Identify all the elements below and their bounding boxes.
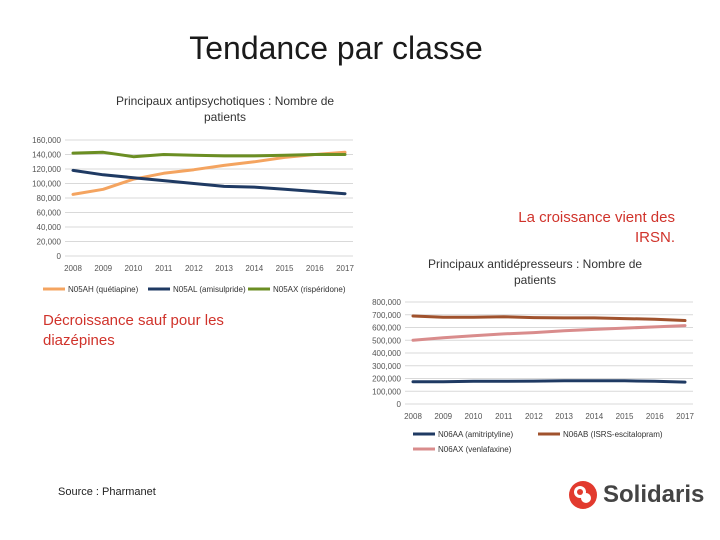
series-line [71,150,347,196]
y-tick-label: 20,000 [37,238,62,247]
x-tick-label: 2014 [245,264,263,273]
x-tick-label: 2013 [215,264,233,273]
solidaris-logo-icon [569,481,597,509]
x-tick-label: 2013 [555,412,573,421]
series-line [411,324,687,342]
y-tick-label: 500,000 [372,336,401,345]
slide-title: Tendance par classe [189,30,483,66]
y-tick-label: 100,000 [372,387,401,396]
source-label: Source : Pharmanet [58,486,156,498]
solidaris-logo: Solidaris [567,478,704,512]
y-tick-label: 160,000 [32,136,61,145]
x-tick-label: 2015 [276,264,294,273]
chart2-title: Principaux antidépresseurs : Nombre de p… [427,257,643,287]
y-tick-label: 600,000 [372,324,401,333]
x-tick-label: 2011 [155,264,173,273]
x-tick-label: 2012 [525,412,543,421]
legend-label: N06AA (amitriptyline) [438,430,513,439]
y-tick-label: 800,000 [372,298,401,307]
x-tick-label: 2012 [185,264,203,273]
y-tick-label: 100,000 [32,180,61,189]
legend-label: N05AX (rispéridone) [273,285,346,294]
x-tick-label: 2009 [94,264,112,273]
legend-label: N05AH (quétiapine) [68,285,139,294]
y-tick-label: 300,000 [372,362,401,371]
series-line [411,379,687,384]
x-tick-label: 2009 [434,412,452,421]
x-tick-label: 2010 [125,264,143,273]
x-tick-label: 2011 [495,412,513,421]
logo-text: Solidaris [603,481,705,508]
chart1-title: Principaux antipsychotiques : Nombre de … [115,94,335,124]
x-tick-label: 2008 [404,412,422,421]
x-tick-label: 2017 [336,264,354,273]
y-tick-label: 200,000 [372,375,401,384]
legend-label: N06AX (venlafaxine) [438,445,512,454]
y-tick-label: 40,000 [37,223,62,232]
x-tick-label: 2008 [64,264,82,273]
y-tick-label: 700,000 [372,311,401,320]
y-tick-label: 140,000 [32,151,61,160]
x-tick-label: 2015 [616,412,634,421]
series-line [71,150,347,159]
x-tick-label: 2016 [306,264,324,273]
legend-label: N05AL (amisulpride) [173,285,246,294]
y-tick-label: 60,000 [37,209,62,218]
y-tick-label: 0 [397,400,402,409]
y-tick-label: 120,000 [32,165,61,174]
x-tick-label: 2014 [585,412,603,421]
series-line [71,168,347,196]
x-tick-label: 2016 [646,412,664,421]
x-tick-label: 2010 [465,412,483,421]
x-tick-label: 2017 [676,412,694,421]
y-tick-label: 0 [57,252,62,261]
y-tick-label: 80,000 [37,194,62,203]
irsn-growth-note: La croissance vient des IRSN. [518,209,675,246]
series-line [411,314,687,322]
legend-label: N06AB (ISRS-escitalopram) [563,430,663,439]
diazepine-decline-note: Décroissance sauf pour les diazépines [43,312,224,349]
y-tick-label: 400,000 [372,349,401,358]
